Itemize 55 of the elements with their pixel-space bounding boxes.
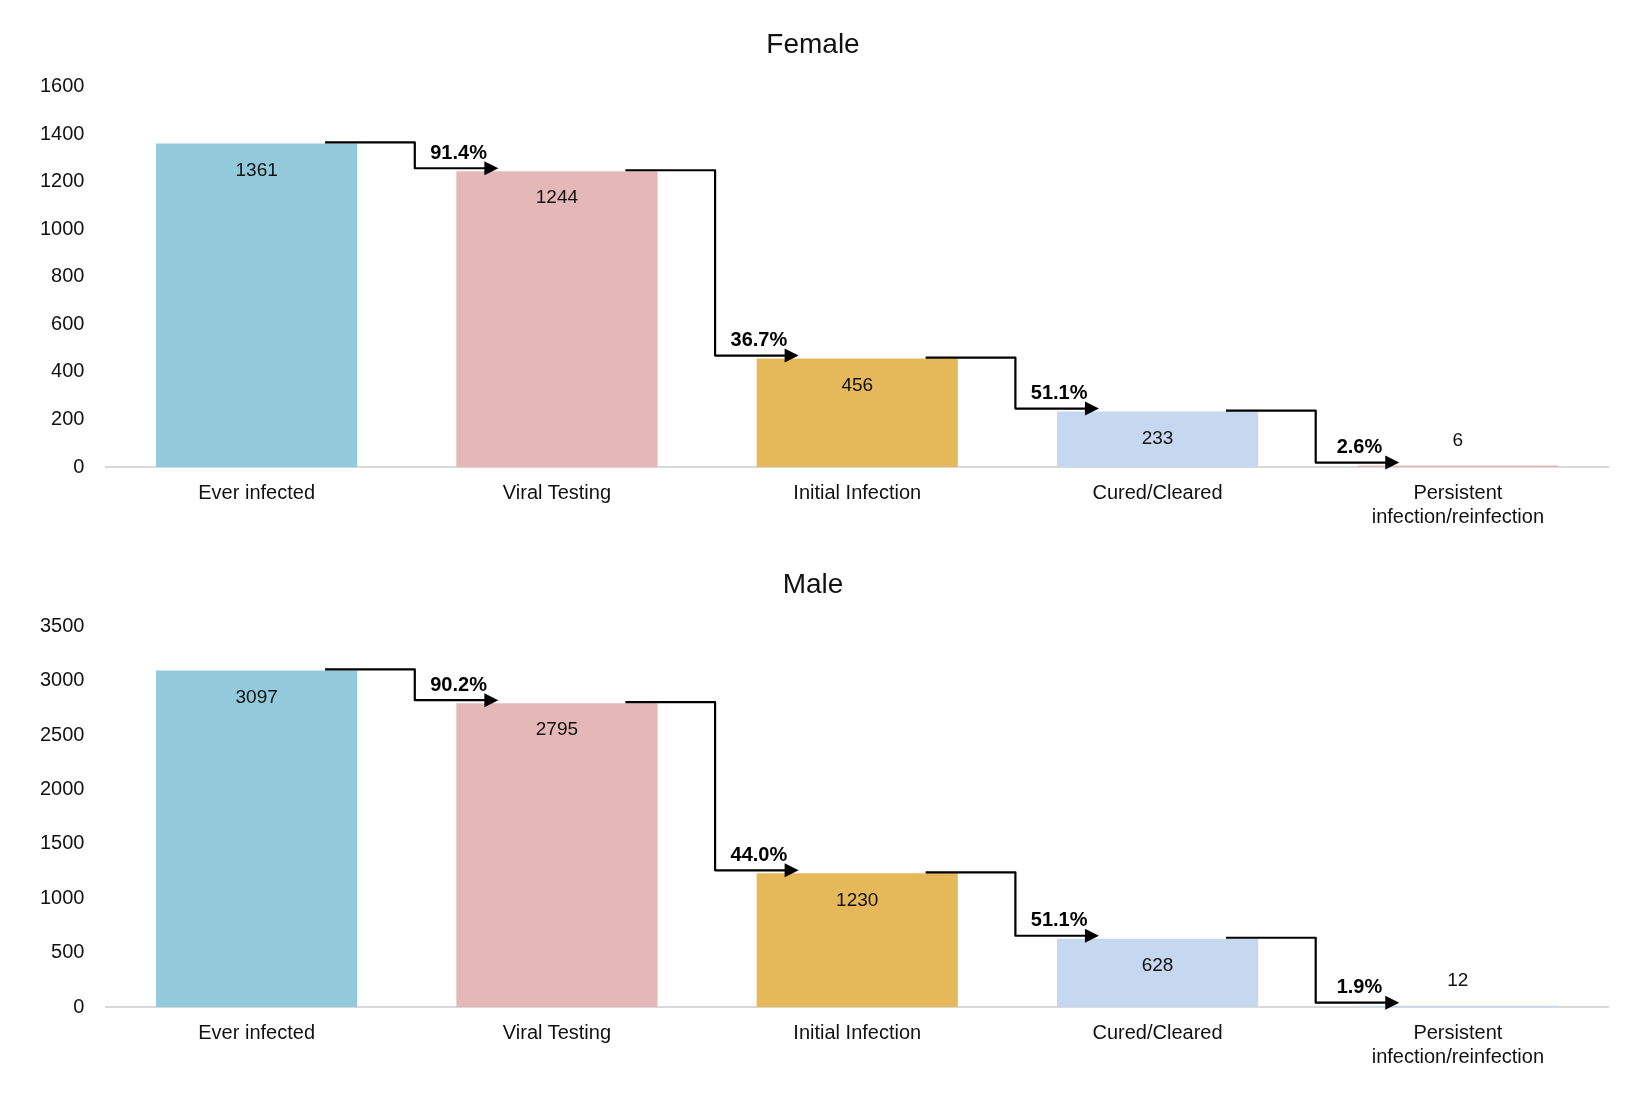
bar — [156, 143, 358, 467]
annotation: 91.4% — [430, 140, 488, 163]
chart-title: Female — [766, 27, 860, 59]
data-label: 12 — [1447, 968, 1469, 990]
y-tick-label: 3500 — [39, 614, 85, 637]
y-tick-label: 1200 — [39, 169, 85, 192]
data-label: 3097 — [235, 685, 278, 707]
annotation: 2.6% — [1336, 435, 1383, 458]
data-label: 1361 — [235, 158, 278, 180]
annotation: 1.9% — [1336, 975, 1383, 998]
y-tick-label: 0 — [73, 454, 85, 477]
x-tick-label: Cured/Cleared — [1092, 1020, 1223, 1043]
chart-title: Male — [782, 567, 844, 599]
data-label: 1244 — [535, 186, 579, 208]
x-tick-label: Viral Testing — [502, 480, 612, 503]
bar — [756, 873, 958, 1007]
bar — [1056, 938, 1259, 1007]
x-tick-label: Ever infected — [198, 1020, 316, 1043]
y-tick-label: 1500 — [39, 831, 85, 854]
data-label: 233 — [1141, 426, 1174, 448]
bar — [1056, 411, 1259, 467]
y-tick-label: 1000 — [39, 216, 85, 239]
bar — [756, 358, 958, 467]
x-tick-label: Cured/Cleared — [1092, 480, 1223, 503]
x-tick-label: Viral Testing — [502, 1020, 612, 1043]
data-label: 1230 — [836, 888, 879, 910]
bar — [456, 703, 658, 1007]
x-tick-label: Initial Infection — [793, 480, 922, 503]
y-tick-label: 1000 — [39, 885, 85, 908]
bar — [156, 670, 358, 1007]
annotation: 36.7% — [730, 328, 788, 351]
y-tick-label: 0 — [73, 994, 85, 1017]
y-tick-label: 400 — [51, 359, 85, 382]
y-tick-label: 3000 — [39, 668, 85, 691]
annotation: 44.0% — [730, 842, 788, 865]
data-label: 2795 — [535, 718, 579, 740]
annotation: 51.1% — [1030, 381, 1088, 404]
x-tick-label: Persistent infection/reinfection — [1371, 480, 1545, 527]
x-tick-label: Ever infected — [198, 480, 316, 503]
y-tick-label: 200 — [51, 406, 85, 429]
x-tick-label: Persistent infection/reinfection — [1371, 1020, 1545, 1067]
data-label: 628 — [1141, 953, 1174, 975]
y-tick-label: 1400 — [39, 121, 85, 144]
annotation: 90.2% — [430, 672, 488, 695]
data-label: 456 — [841, 373, 874, 395]
bar — [456, 171, 658, 467]
x-tick-label: Initial Infection — [793, 1020, 922, 1043]
annotation: 51.1% — [1030, 908, 1088, 931]
y-tick-label: 2000 — [39, 777, 85, 800]
y-tick-label: 600 — [51, 311, 85, 334]
y-tick-label: 1600 — [39, 74, 85, 97]
y-tick-label: 500 — [51, 940, 85, 963]
data-label: 6 — [1452, 428, 1464, 450]
y-tick-label: 2500 — [39, 722, 85, 745]
y-tick-label: 800 — [51, 264, 85, 287]
